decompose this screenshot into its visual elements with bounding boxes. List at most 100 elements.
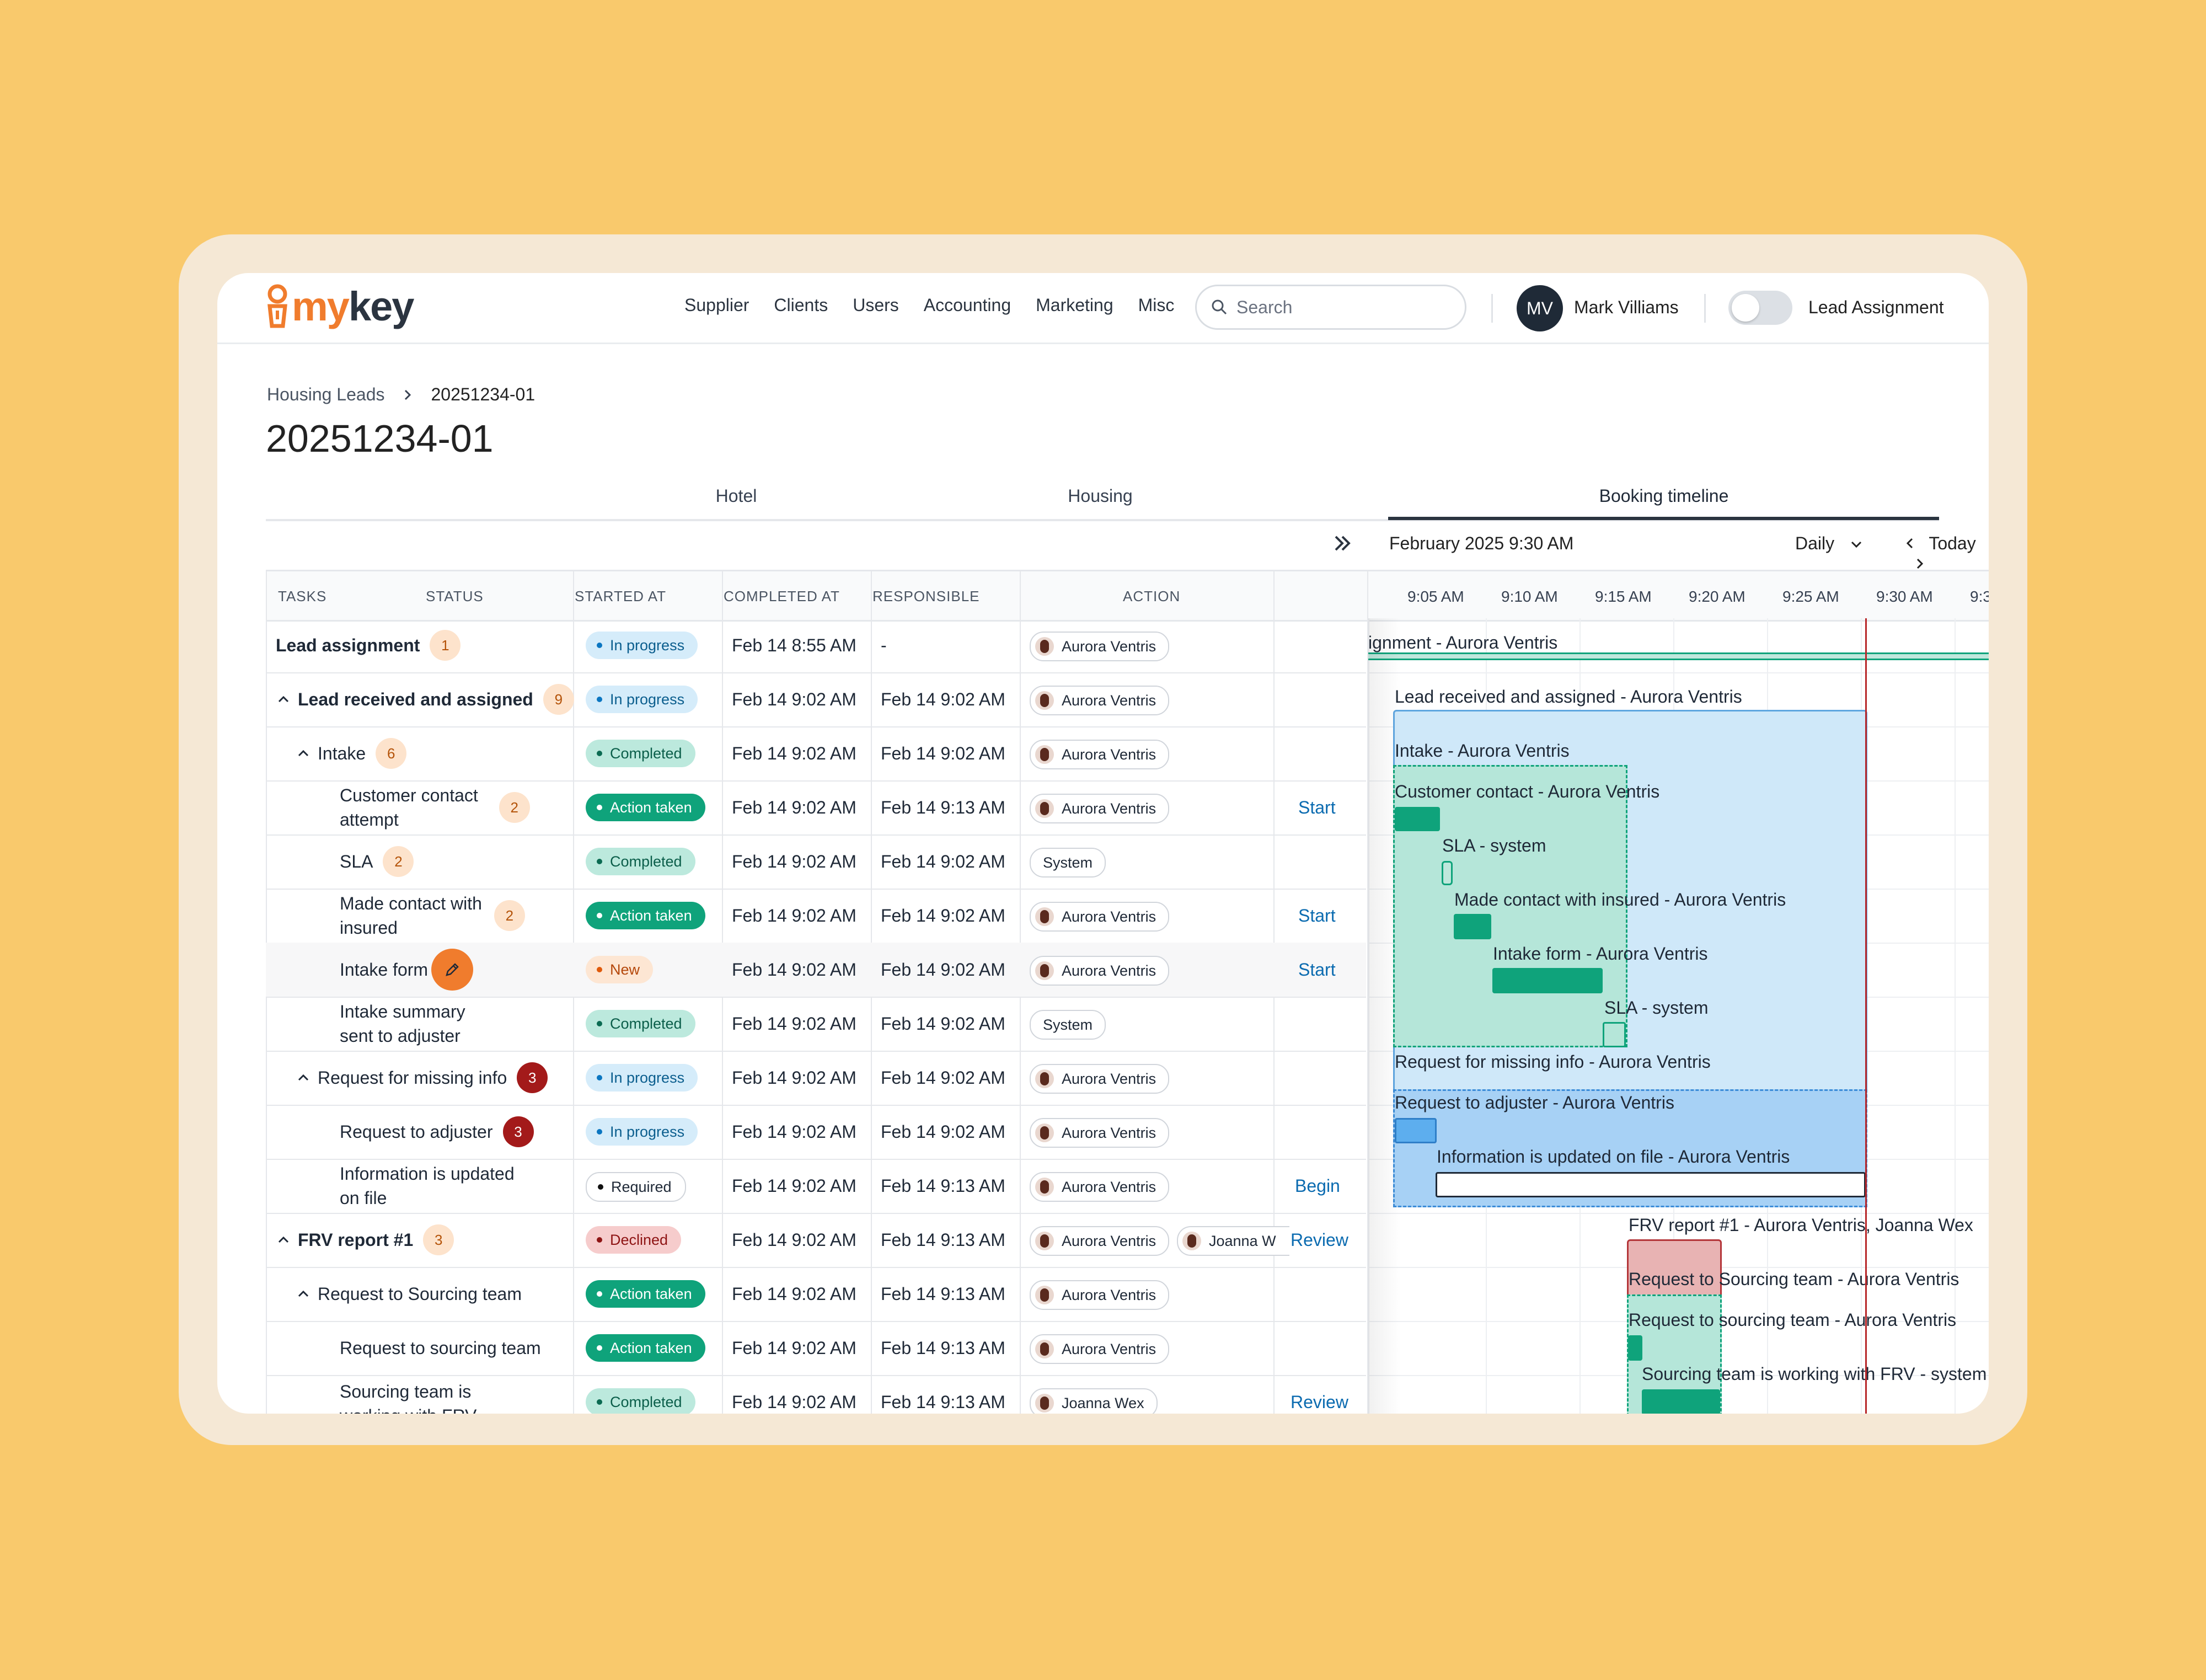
task-label: Request to adjuster <box>340 1121 493 1142</box>
pencil-icon <box>446 963 459 976</box>
tab-housing[interactable]: Housing <box>1068 486 1133 506</box>
table-row[interactable]: Request to Sourcing team Action taken Fe… <box>266 1267 1366 1322</box>
table-row[interactable]: Intake 6 Completed Feb 14 9:02 AM Feb 14 … <box>266 726 1366 782</box>
chevron-right-icon[interactable] <box>1915 558 1924 570</box>
edit-button[interactable] <box>431 949 473 991</box>
responsible-chip[interactable]: Aurora Ventris <box>1030 1064 1170 1094</box>
table-row[interactable]: FRV report #1 3 Declined Feb 14 9:02 AM F… <box>266 1213 1366 1268</box>
review-button[interactable]: Review <box>1291 1229 1348 1250</box>
task-label-line2: on file <box>340 1188 387 1208</box>
responsible-chip[interactable]: Aurora Ventris <box>1030 794 1170 823</box>
completed-at: Feb 14 9:13 AM <box>881 1392 1005 1412</box>
today-button[interactable]: Today <box>1929 533 1976 553</box>
lead-assignment-toggle[interactable] <box>1728 291 1792 325</box>
search-box[interactable] <box>1195 285 1466 330</box>
chevron-up-icon[interactable] <box>296 1286 311 1302</box>
nav-misc[interactable]: Misc <box>1138 295 1175 315</box>
table-row[interactable]: Request to adjuster 3 In progress Feb 14 … <box>266 1105 1366 1160</box>
status-label: New <box>610 961 640 978</box>
responsible-chip[interactable]: System <box>1030 1010 1106 1040</box>
responsible-name: System <box>1043 1016 1093 1033</box>
gantt-bar-request-adjuster[interactable] <box>1395 1118 1437 1143</box>
chevron-up-icon[interactable] <box>276 692 291 707</box>
avatar <box>1035 907 1054 926</box>
user-avatar[interactable]: MV <box>1517 285 1563 331</box>
avatar <box>1035 637 1054 656</box>
col-tasks: TASKS <box>278 588 327 604</box>
status-dot <box>598 1184 603 1190</box>
table-row[interactable]: Intake form New Feb 14 9:02 AM Feb 14 9:… <box>266 943 1366 998</box>
table-row[interactable]: Information is updated on file Required F… <box>266 1159 1366 1214</box>
nav-accounting[interactable]: Accounting <box>923 295 1011 315</box>
avatar <box>1182 1232 1201 1250</box>
user-name[interactable]: Mark Villiams <box>1574 297 1679 317</box>
responsible-chip[interactable]: Aurora Ventris <box>1030 956 1170 986</box>
avatar <box>1035 799 1054 818</box>
start-button[interactable]: Start <box>1298 959 1336 980</box>
nav-marketing[interactable]: Marketing <box>1036 295 1113 315</box>
table-row[interactable]: Lead assignment 1 In progress Feb 14 8:55… <box>266 618 1366 673</box>
started-at: Feb 14 9:02 AM <box>732 851 856 871</box>
col-sep <box>1367 570 1368 1414</box>
nav-supplier[interactable]: Supplier <box>684 295 749 315</box>
responsible-chip[interactable]: System <box>1030 848 1106 878</box>
tab-booking-timeline[interactable]: Booking timeline <box>1599 486 1729 506</box>
chevron-down-icon <box>1851 541 1862 548</box>
scale-select[interactable]: Daily <box>1795 533 1862 554</box>
gantt-bar-made-contact[interactable] <box>1454 914 1491 939</box>
gantt-bar-sla[interactable] <box>1442 861 1453 885</box>
breadcrumb-current: 20251234-01 <box>431 384 536 404</box>
table-row[interactable]: SLA 2 Completed Feb 14 9:02 AM Feb 14 9:0… <box>266 834 1366 890</box>
gantt-date: February 2025 9:30 AM <box>1389 533 1574 553</box>
nav-users[interactable]: Users <box>853 295 899 315</box>
status-dot <box>597 1129 602 1135</box>
start-button[interactable]: Start <box>1298 905 1336 925</box>
responsible-chip[interactable]: Aurora Ventris <box>1030 740 1170 769</box>
chevron-up-icon[interactable] <box>296 1070 311 1085</box>
gantt-bar-intake-form[interactable] <box>1492 968 1603 993</box>
gantt-bar-info-updated[interactable] <box>1436 1172 1866 1197</box>
task-label: Lead received and assigned <box>298 689 533 709</box>
completed-at: Feb 14 9:13 AM <box>881 797 1005 817</box>
responsible-chip[interactable]: Aurora Ventris <box>1030 1280 1170 1310</box>
search-input[interactable] <box>1235 296 1447 318</box>
responsible-chip[interactable]: Aurora Ventris <box>1030 632 1170 661</box>
table-row[interactable]: Request for missing info 3 In progress Fe… <box>266 1051 1366 1106</box>
breadcrumb: Housing Leads 20251234-01 <box>267 384 535 405</box>
begin-button[interactable]: Begin <box>1295 1175 1340 1196</box>
col-action: ACTION <box>1123 588 1181 604</box>
responsible-chip[interactable]: Aurora Ventris <box>1030 902 1170 932</box>
gantt-bar-sourcing-working[interactable] <box>1642 1389 1720 1414</box>
table-row[interactable]: Intake summary sent to adjuster Completed… <box>266 997 1366 1052</box>
lead-assignment-label: Lead Assignment <box>1808 297 1944 317</box>
chevron-left-icon[interactable] <box>1905 537 1914 549</box>
responsible-chip[interactable]: Aurora Ventris <box>1030 1226 1170 1256</box>
responsible-chip[interactable]: Joanna Wex <box>1030 1388 1158 1414</box>
table-row[interactable]: Lead received and assigned 9 In progress … <box>266 672 1366 727</box>
chevron-up-icon[interactable] <box>296 746 311 761</box>
gantt-bar-sla-2[interactable] <box>1603 1022 1626 1047</box>
tab-hotel[interactable]: Hotel <box>715 486 757 506</box>
mykey-logo[interactable]: mykey <box>264 283 414 329</box>
responsible-chip-2[interactable]: Joanna W <box>1177 1226 1289 1256</box>
status-dot <box>597 1345 602 1351</box>
table-row[interactable]: Made contact with insured 2 Action taken … <box>266 889 1366 944</box>
gantt-bar-customer-contact[interactable] <box>1395 807 1440 831</box>
responsible-chip[interactable]: Aurora Ventris <box>1030 1334 1170 1364</box>
status-dot <box>597 1399 602 1405</box>
completed-at: - <box>881 635 887 655</box>
responsible-chip[interactable]: Aurora Ventris <box>1030 686 1170 715</box>
gantt-bar-lead-assignment[interactable] <box>1368 652 1989 660</box>
nav-clients[interactable]: Clients <box>774 295 828 315</box>
responsible-chip[interactable]: Aurora Ventris <box>1030 1172 1170 1202</box>
table-row[interactable]: Customer contact attempt 2 Action taken F… <box>266 780 1366 836</box>
table-row[interactable]: Request to sourcing team Action taken Fe… <box>266 1321 1366 1376</box>
gantt-bar-request-sourcing[interactable] <box>1628 1335 1642 1361</box>
breadcrumb-parent[interactable]: Housing Leads <box>267 384 385 404</box>
double-chevron-icon[interactable] <box>1331 532 1353 554</box>
responsible-chip[interactable]: Aurora Ventris <box>1030 1118 1170 1148</box>
review-button[interactable]: Review <box>1291 1392 1348 1412</box>
table-row[interactable]: Sourcing team is working with FRV Complet… <box>266 1375 1366 1414</box>
chevron-up-icon[interactable] <box>276 1232 291 1248</box>
start-button[interactable]: Start <box>1298 797 1336 817</box>
